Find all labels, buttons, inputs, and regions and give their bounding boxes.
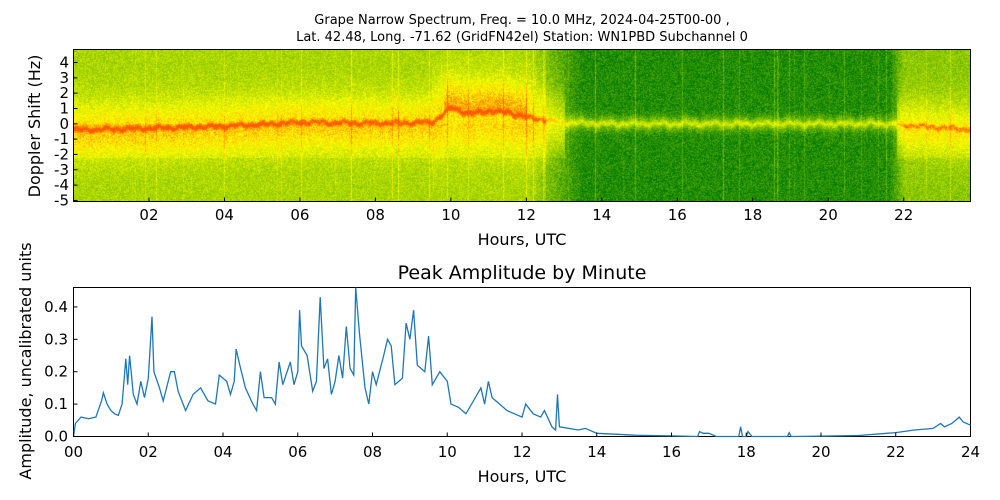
amplitude-x-tick-label: 02 [139, 443, 158, 461]
spectrogram-x-tick-label: 04 [215, 206, 234, 224]
spectrogram-frame [73, 49, 971, 202]
amplitude-y-tick-label: 0.0 [44, 428, 68, 446]
spectrogram-y-tick-label: 0 [59, 115, 69, 133]
spectrogram-y-tick-label: -3 [54, 161, 69, 179]
spectrogram-y-tick-label: -5 [54, 191, 69, 209]
amplitude-x-tick-label: 24 [961, 443, 980, 461]
spectrogram-y-tick-label: 3 [59, 69, 69, 87]
amplitude-x-tick-label: 14 [587, 443, 606, 461]
amplitude-x-tick-label: 00 [64, 443, 83, 461]
spectrogram-x-tick-label: 10 [441, 206, 460, 224]
spectrogram-y-tick-label: 2 [59, 84, 69, 102]
amplitude-x-tick-label: 12 [512, 443, 531, 461]
amplitude-y-label: Amplitude, uncalibrated units [16, 242, 35, 479]
amplitude-x-tick-label: 20 [811, 443, 830, 461]
spectrum-title-line-2: Lat. 42.48, Long. -71.62 (GridFN42el) St… [296, 30, 748, 45]
spectrogram-y-tick-label: 4 [59, 54, 69, 72]
amplitude-x-tick-label: 22 [886, 443, 905, 461]
spectrogram-x-tick-label: 02 [139, 206, 158, 224]
amplitude-y-tick-label: 0.1 [44, 395, 68, 413]
spectrogram-x-tick-label: 20 [819, 206, 838, 224]
amplitude-y-tick-label: 0.2 [44, 363, 68, 381]
amplitude-y-tick-label: 0.4 [44, 298, 68, 316]
spectrogram-x-tick-label: 08 [366, 206, 385, 224]
spectrogram-x-tick-label: 18 [743, 206, 762, 224]
amplitude-x-tick-label: 16 [662, 443, 681, 461]
spectrogram-y-label: Doppler Shift (Hz) [25, 55, 44, 198]
spectrogram-y-tick-label: -1 [54, 130, 69, 148]
amplitude-title: Peak Amplitude by Minute [398, 262, 647, 284]
amplitude-x-tick-label: 10 [438, 443, 457, 461]
amplitude-x-tick-label: 04 [213, 443, 232, 461]
spectrogram-x-label: Hours, UTC [478, 230, 567, 249]
amplitude-x-label: Hours, UTC [478, 467, 567, 486]
spectrogram-x-tick-label: 12 [517, 206, 536, 224]
spectrogram-x-tick-label: 06 [290, 206, 309, 224]
amplitude-frame [73, 287, 971, 437]
spectrogram-x-tick-label: 22 [894, 206, 913, 224]
amplitude-x-tick-label: 08 [363, 443, 382, 461]
spectrum-title-line-1: Grape Narrow Spectrum, Freq. = 10.0 MHz,… [314, 13, 730, 28]
spectrogram-y-tick-label: -4 [54, 176, 69, 194]
spectrogram-y-tick-label: 1 [59, 99, 69, 117]
spectrogram-x-tick-label: 14 [592, 206, 611, 224]
spectrogram-heatmap [73, 49, 971, 201]
spectrogram-x-tick-label: 16 [668, 206, 687, 224]
amplitude-y-tick-label: 0.3 [44, 330, 68, 348]
spectrogram-y-tick-label: -2 [54, 145, 69, 163]
amplitude-series-line [72, 287, 971, 438]
amplitude-x-tick-label: 18 [737, 443, 756, 461]
amplitude-x-tick-label: 06 [288, 443, 307, 461]
